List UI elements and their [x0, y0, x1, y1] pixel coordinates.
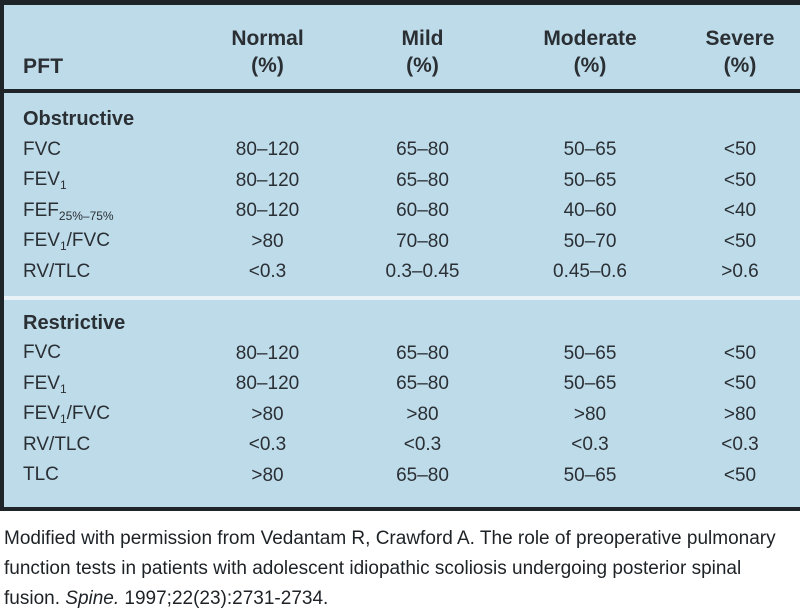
section-title-restrictive: Restrictive — [23, 311, 126, 334]
cell-normal: 80–120 — [235, 200, 300, 222]
cell-moderate: >80 — [573, 403, 607, 425]
row-label: RV/TLC — [23, 260, 91, 282]
cell-moderate: 50–65 — [563, 464, 617, 486]
column-header-mild-line1: Mild — [401, 27, 444, 50]
column-header-mild-line2: (%) — [406, 54, 439, 77]
column-header-normal: Normal (%) — [190, 25, 345, 79]
row-label: FEV1/FVC — [23, 230, 110, 254]
row-label: FEF25%–75% — [23, 199, 114, 223]
cell-moderate: 40–60 — [563, 200, 617, 222]
cell-severe: <50 — [723, 464, 757, 486]
table-row-obstructive-fef25-75: FEF25%–75% 80–120 60–80 40–60 <40 — [4, 196, 800, 227]
row-label: FEV1 — [23, 169, 67, 193]
column-header-severe: Severe (%) — [680, 25, 800, 79]
cell-moderate: 50–65 — [563, 373, 617, 395]
caption-text-before-journal: Modified with permission from Vedantam R… — [4, 528, 776, 609]
cell-severe: <50 — [723, 230, 757, 252]
cell-normal: 80–120 — [235, 139, 300, 161]
cell-severe: <50 — [723, 139, 757, 161]
cell-mild: 65–80 — [396, 373, 449, 395]
table-row-restrictive-rv-tlc: RV/TLC <0.3 <0.3 <0.3 <0.3 — [4, 430, 800, 461]
row-label: RV/TLC — [23, 433, 91, 455]
row-label: FVC — [23, 342, 61, 364]
cell-severe: >80 — [723, 403, 757, 425]
cell-normal: >80 — [251, 230, 284, 252]
cell-severe: >0.6 — [721, 261, 759, 283]
cell-mild: 70–80 — [396, 230, 449, 252]
row-label: FVC — [23, 138, 61, 160]
cell-normal: 80–120 — [235, 169, 300, 191]
cell-moderate: 50–70 — [563, 230, 617, 252]
column-header-moderate-line2: (%) — [573, 54, 607, 77]
table-row-restrictive-tlc: TLC >80 65–80 50–65 <50 — [4, 461, 800, 492]
cell-mild: 65–80 — [396, 342, 449, 364]
cell-moderate: <0.3 — [571, 434, 609, 456]
cell-severe: <0.3 — [721, 434, 759, 456]
cell-mild: 65–80 — [396, 139, 449, 161]
column-header-moderate-line1: Moderate — [543, 27, 637, 50]
cell-moderate: 0.45–0.6 — [553, 261, 627, 283]
cell-mild: 65–80 — [396, 169, 449, 191]
column-header-severe-line1: Severe — [705, 27, 775, 50]
cell-mild: 65–80 — [396, 464, 449, 486]
cell-severe: <50 — [723, 373, 757, 395]
table-row-obstructive-rv-tlc: RV/TLC <0.3 0.3–0.45 0.45–0.6 >0.6 — [4, 257, 800, 288]
cell-mild: >80 — [406, 403, 439, 425]
cell-mild: 0.3–0.45 — [385, 261, 460, 283]
cell-moderate: 50–65 — [563, 169, 617, 191]
column-header-moderate: Moderate (%) — [500, 25, 680, 79]
row-label: TLC — [23, 464, 59, 486]
cell-moderate: 50–65 — [563, 139, 617, 161]
table-body: Obstructive FVC 80–120 65–80 50–65 <50 F… — [4, 93, 800, 491]
pft-reference-table: PFT Normal (%) Mild (%) Moderate (%) Sev… — [0, 0, 800, 511]
caption-text-after-journal: 1997;22(23):2731-2734. — [119, 588, 329, 609]
column-header-normal-line2: (%) — [251, 54, 284, 77]
column-header-mild: Mild (%) — [345, 25, 500, 79]
section-title-obstructive: Obstructive — [23, 108, 135, 130]
cell-severe: <50 — [723, 342, 757, 364]
table-row-restrictive-fvc: FVC 80–120 65–80 50–65 <50 — [4, 339, 800, 370]
column-header-normal-line1: Normal — [231, 27, 304, 50]
cell-severe: <50 — [723, 169, 757, 191]
table-row-restrictive-fev1-fvc: FEV1/FVC >80 >80 >80 >80 — [4, 400, 800, 431]
cell-normal: <0.3 — [248, 261, 287, 283]
cell-mild: <0.3 — [403, 434, 442, 456]
column-header-severe-line2: (%) — [723, 54, 757, 77]
caption-journal-name: Spine. — [65, 588, 120, 609]
table-header-row: PFT Normal (%) Mild (%) Moderate (%) Sev… — [4, 5, 800, 93]
table-source-caption: Modified with permission from Vedantam R… — [0, 511, 800, 611]
cell-normal: 80–120 — [235, 373, 300, 395]
table-row-obstructive-fev1: FEV1 80–120 65–80 50–65 <50 — [4, 166, 800, 197]
table-row-obstructive-fev1-fvc: FEV1/FVC >80 70–80 50–70 <50 — [4, 227, 800, 258]
cell-moderate: 50–65 — [563, 342, 617, 364]
cell-normal: >80 — [251, 464, 284, 486]
table-row-restrictive-fev1: FEV1 80–120 65–80 50–65 <50 — [4, 369, 800, 400]
row-label: FEV1/FVC — [23, 403, 110, 427]
cell-severe: <40 — [723, 200, 757, 222]
row-label: FEV1 — [23, 372, 67, 396]
cell-mild: 60–80 — [396, 200, 449, 222]
cell-normal: 80–120 — [235, 342, 300, 364]
cell-normal: <0.3 — [248, 434, 287, 456]
table-row-obstructive-fvc: FVC 80–120 65–80 50–65 <50 — [4, 135, 800, 166]
cell-normal: >80 — [251, 403, 284, 425]
column-header-pft: PFT — [23, 55, 64, 78]
section-divider — [4, 295, 800, 300]
